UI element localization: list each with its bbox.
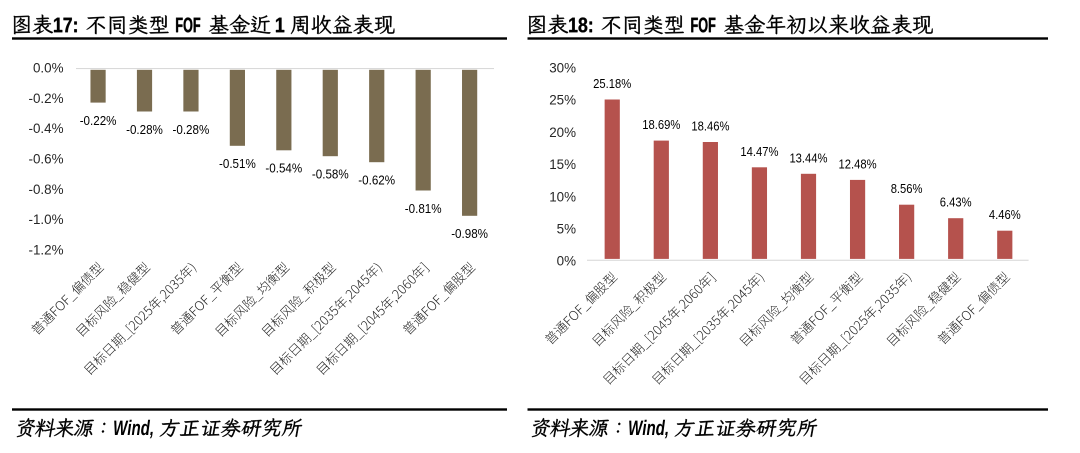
svg-text:30%: 30% bbox=[549, 61, 576, 76]
svg-text:0.0%: 0.0% bbox=[33, 61, 64, 76]
svg-text:20%: 20% bbox=[549, 125, 576, 140]
svg-text:-0.6%: -0.6% bbox=[29, 152, 64, 167]
svg-text:-0.28%: -0.28% bbox=[126, 122, 163, 137]
svg-text:-1.2%: -1.2% bbox=[29, 243, 64, 258]
svg-text:6.43%: 6.43% bbox=[940, 195, 972, 210]
svg-text:-0.98%: -0.98% bbox=[451, 226, 488, 241]
svg-text:-0.8%: -0.8% bbox=[29, 182, 64, 197]
svg-text:-0.81%: -0.81% bbox=[405, 201, 442, 216]
svg-text:25%: 25% bbox=[549, 93, 576, 108]
svg-text:-1.0%: -1.0% bbox=[29, 212, 64, 227]
svg-text:0%: 0% bbox=[557, 254, 576, 269]
svg-text:14.47%: 14.47% bbox=[740, 144, 778, 159]
svg-text:18.46%: 18.46% bbox=[691, 119, 729, 134]
svg-text:-0.58%: -0.58% bbox=[312, 167, 349, 182]
svg-text:-0.62%: -0.62% bbox=[358, 173, 395, 188]
svg-text:10%: 10% bbox=[549, 189, 576, 204]
svg-text:4.46%: 4.46% bbox=[989, 207, 1021, 222]
svg-text:15%: 15% bbox=[549, 157, 576, 172]
svg-text:25.18%: 25.18% bbox=[593, 76, 631, 91]
svg-text:13.44%: 13.44% bbox=[789, 150, 827, 165]
svg-text:-0.28%: -0.28% bbox=[173, 122, 210, 137]
svg-text:12.48%: 12.48% bbox=[839, 156, 877, 171]
svg-text:-0.22%: -0.22% bbox=[80, 113, 117, 128]
svg-text:8.56%: 8.56% bbox=[891, 181, 923, 196]
svg-text:-0.2%: -0.2% bbox=[29, 91, 64, 106]
svg-text:5%: 5% bbox=[557, 222, 576, 237]
svg-text:-0.4%: -0.4% bbox=[29, 121, 64, 136]
svg-text:-0.54%: -0.54% bbox=[265, 161, 302, 176]
svg-text:18.69%: 18.69% bbox=[642, 117, 680, 132]
svg-text:-0.51%: -0.51% bbox=[219, 156, 256, 171]
